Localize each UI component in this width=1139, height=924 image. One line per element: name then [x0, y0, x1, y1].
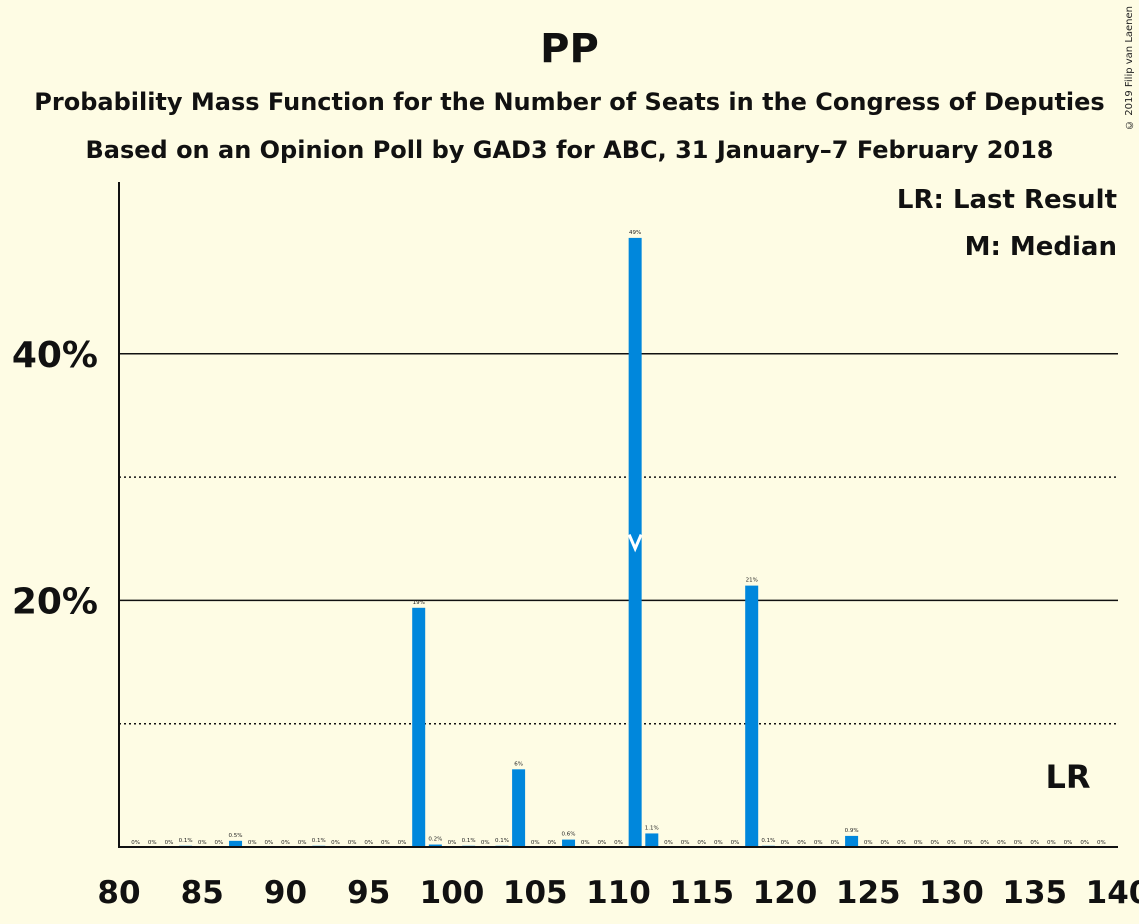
- data-label: 0%: [298, 840, 307, 846]
- x-tick-label: 100: [420, 875, 485, 911]
- bar: [845, 835, 859, 847]
- data-label: 0%: [581, 840, 590, 846]
- data-label: 0%: [864, 840, 873, 846]
- x-tick-label: 125: [836, 875, 901, 911]
- y-tick-label: 20%: [12, 581, 98, 622]
- data-label: 0.9%: [845, 828, 859, 834]
- data-label: 0.6%: [562, 832, 576, 838]
- data-label: 0%: [697, 840, 706, 846]
- data-label: 0%: [1047, 840, 1056, 846]
- data-label: 0%: [165, 840, 174, 846]
- data-label: 0%: [714, 840, 723, 846]
- data-label: 0%: [881, 840, 890, 846]
- x-tick-label: 85: [181, 875, 224, 911]
- markers: LR: [627, 534, 1091, 796]
- chart-source: Based on an Opinion Poll by GAD3 for ABC…: [85, 136, 1054, 164]
- x-tick-label: 140: [1086, 875, 1139, 911]
- legend-last-result: LR: Last Result: [896, 185, 1117, 215]
- data-label: 0%: [1064, 840, 1073, 846]
- data-label: 0%: [548, 840, 557, 846]
- data-labels: 0% 0% 0% 0.1% 0% 0% 0.5% 0% 0% 0% 0% 0.1% 0% 0% 0% 0% 0%…: [131, 230, 1105, 846]
- data-label: 0%: [364, 840, 373, 846]
- data-label: 0%: [215, 840, 224, 846]
- data-label: 0%: [1080, 840, 1089, 846]
- y-tick-label: 40%: [12, 335, 98, 376]
- x-tick-label: 115: [669, 875, 734, 911]
- x-tick-label: 90: [264, 875, 307, 911]
- data-label: 0%: [331, 840, 340, 846]
- data-label: 0%: [731, 840, 740, 846]
- data-label: 0%: [980, 840, 989, 846]
- data-label: 0%: [664, 840, 673, 846]
- data-label: 0.1%: [761, 838, 775, 844]
- data-label: 0%: [831, 840, 840, 846]
- data-label: 0%: [997, 840, 1006, 846]
- data-label: 0%: [914, 840, 923, 846]
- data-label: 0.1%: [495, 838, 509, 844]
- bar: [745, 585, 759, 847]
- data-label: 0%: [398, 840, 407, 846]
- data-label: 0%: [597, 840, 606, 846]
- data-label: 0%: [131, 840, 140, 846]
- data-label: 0%: [947, 840, 956, 846]
- data-label: 0%: [897, 840, 906, 846]
- data-label: 0%: [614, 840, 623, 846]
- data-label: 0%: [1030, 840, 1039, 846]
- data-label: 0%: [348, 840, 357, 846]
- chart-subtitle: Probability Mass Function for the Number…: [34, 88, 1105, 116]
- x-tick-label: 110: [586, 875, 651, 911]
- data-label: 0%: [281, 840, 290, 846]
- data-label: 0%: [381, 840, 390, 846]
- data-label: 0%: [1014, 840, 1023, 846]
- data-label: 0%: [248, 840, 257, 846]
- data-label: 0.1%: [179, 838, 193, 844]
- x-tick-label: 120: [753, 875, 818, 911]
- x-tick-label: 105: [503, 875, 568, 911]
- data-label: 0%: [448, 840, 457, 846]
- x-tick-label: 135: [1002, 875, 1067, 911]
- data-label: 6%: [514, 761, 523, 767]
- bars: [179, 237, 859, 847]
- bar: [645, 833, 659, 847]
- data-label: 0%: [264, 840, 273, 846]
- x-tick-label: 95: [347, 875, 390, 911]
- last-result-label: LR: [1046, 758, 1091, 796]
- data-label: 0%: [930, 840, 939, 846]
- bar: [428, 844, 442, 847]
- chart-title: PP: [540, 26, 599, 72]
- data-label: 0.2%: [428, 837, 442, 843]
- data-label: 0%: [797, 840, 806, 846]
- data-label: 0%: [198, 840, 207, 846]
- data-label: 0%: [781, 840, 790, 846]
- bar: [229, 840, 243, 847]
- data-label: 0%: [814, 840, 823, 846]
- gridlines: [119, 353, 1118, 725]
- bar: [562, 839, 576, 847]
- data-label: 0%: [1097, 840, 1106, 846]
- data-label: 0.1%: [312, 838, 326, 844]
- median-marker: [627, 534, 643, 553]
- data-label: 0.1%: [462, 838, 476, 844]
- data-label: 0%: [148, 840, 157, 846]
- data-label: 0.5%: [229, 833, 243, 839]
- data-label: 21%: [746, 578, 758, 584]
- data-label: 0%: [531, 840, 540, 846]
- data-label: 0%: [964, 840, 973, 846]
- bar: [512, 769, 526, 847]
- data-label: 0%: [481, 840, 490, 846]
- data-label: 0%: [681, 840, 690, 846]
- x-tick-label: 80: [97, 875, 140, 911]
- x-tick-label: 130: [919, 875, 984, 911]
- data-label: 49%: [629, 230, 641, 236]
- data-label: 19%: [413, 600, 425, 606]
- axes: 20% 40% 80 85 90 95 100 105 110 115 120 125 130 135 14…: [12, 182, 1139, 911]
- legend-median: M: Median: [964, 232, 1117, 262]
- data-label: 1.1%: [645, 825, 659, 831]
- bar: [412, 607, 426, 847]
- bar: [628, 237, 642, 847]
